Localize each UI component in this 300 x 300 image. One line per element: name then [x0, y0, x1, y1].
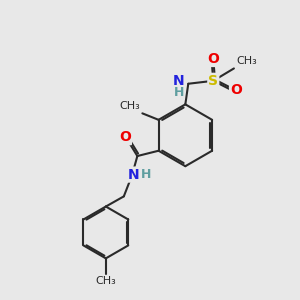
Text: CH₃: CH₃ [120, 101, 140, 111]
Text: H: H [174, 86, 184, 99]
Text: N: N [128, 168, 139, 182]
Text: O: O [230, 83, 242, 97]
Text: N: N [173, 74, 185, 88]
Text: O: O [207, 52, 219, 66]
Text: O: O [119, 130, 131, 144]
Text: CH₃: CH₃ [95, 276, 116, 286]
Text: S: S [208, 74, 218, 88]
Text: H: H [140, 168, 151, 181]
Text: CH₃: CH₃ [236, 56, 257, 66]
